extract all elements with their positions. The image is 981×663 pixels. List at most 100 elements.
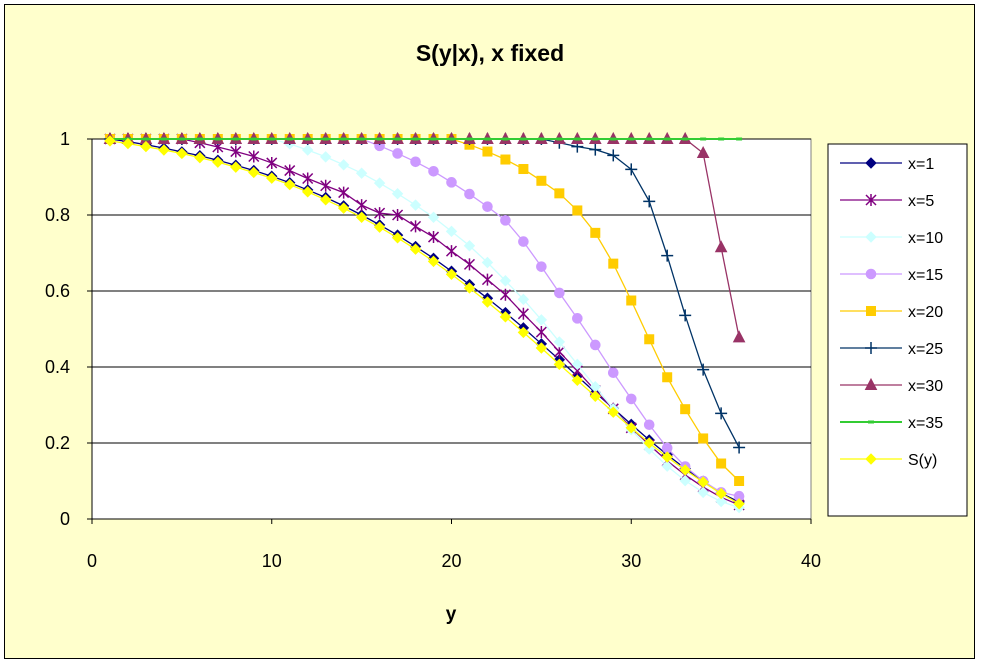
data-point (355, 167, 368, 179)
data-point (302, 172, 314, 185)
data-point (499, 275, 512, 287)
legend-entry: x=20 (840, 304, 943, 321)
data-point (715, 407, 728, 420)
data-point (337, 202, 350, 214)
legend-label: x=20 (908, 304, 943, 321)
data-point (463, 258, 476, 271)
data-point (248, 150, 260, 163)
data-point (625, 393, 637, 405)
y-tick-label: 0.6 (45, 281, 70, 301)
data-point (446, 177, 457, 188)
plot-area (91, 138, 812, 520)
data-point (320, 179, 332, 192)
data-point (590, 227, 601, 238)
data-point (356, 199, 368, 212)
data-point (626, 295, 637, 306)
data-point (733, 498, 745, 510)
data-point (679, 464, 691, 476)
data-point (499, 288, 511, 301)
y-tick-labels: 0 0.2 0.4 0.6 0.8 1 (45, 129, 70, 529)
data-point (464, 188, 475, 200)
data-point (122, 137, 134, 150)
data-point (607, 367, 619, 379)
data-point (571, 358, 584, 371)
legend-entries: x=1 x=5 x=10 x=15 x=20 x=25 x=30 x=35 S(y) (840, 156, 943, 469)
data-point (301, 186, 314, 198)
data-point (445, 268, 458, 280)
data-point (374, 207, 386, 220)
data-point (518, 236, 529, 247)
data-point (589, 143, 602, 156)
data-point (484, 137, 491, 141)
data-point (538, 137, 545, 141)
data-point (340, 137, 347, 141)
data-point (176, 147, 188, 160)
x-tick-label: 20 (441, 551, 461, 571)
legend-entry: S(y) (840, 452, 937, 469)
y-tick-label: 0 (60, 509, 70, 529)
data-point (625, 422, 637, 434)
data-point (196, 137, 203, 141)
legend (827, 143, 968, 517)
data-point (266, 172, 278, 184)
data-point (463, 240, 476, 252)
legend-entry: x=5 (840, 193, 934, 210)
data-point (250, 137, 257, 141)
data-point (682, 137, 689, 141)
data-point (607, 406, 619, 418)
data-point (481, 273, 493, 286)
data-point (391, 232, 404, 244)
data-point (571, 374, 584, 387)
data-point (392, 209, 404, 221)
data-point (592, 137, 599, 141)
data-point (301, 144, 314, 156)
data-point (661, 442, 673, 454)
legend-label: x=1 (908, 156, 934, 173)
legend-marker (866, 306, 876, 316)
y-tick-label: 0.4 (45, 357, 70, 377)
data-point (697, 363, 710, 376)
data-point (427, 255, 440, 268)
data-point (715, 495, 727, 508)
data-point (662, 372, 673, 383)
data-point (466, 137, 473, 141)
data-point (518, 164, 529, 175)
data-point (732, 330, 746, 343)
data-point (430, 137, 437, 141)
data-point (535, 314, 548, 326)
data-point (178, 137, 185, 141)
legend-marker (864, 377, 878, 390)
legend-label: x=25 (908, 341, 943, 358)
data-point (214, 137, 221, 141)
data-point (536, 175, 547, 186)
legend-marker (865, 453, 877, 465)
legend-entry: x=15 (840, 267, 943, 284)
data-point (445, 225, 458, 238)
data-point (248, 166, 260, 179)
data-point (499, 311, 512, 323)
data-point (502, 137, 509, 141)
data-point (338, 186, 350, 199)
data-point (535, 342, 548, 354)
data-point (358, 137, 365, 141)
data-point (608, 258, 619, 269)
data-point (714, 240, 728, 253)
data-point (643, 195, 656, 208)
data-point (410, 156, 421, 168)
data-point (427, 231, 440, 244)
data-point (394, 137, 401, 141)
data-point (718, 137, 725, 141)
data-point (322, 137, 329, 141)
data-point (556, 137, 563, 141)
legend-marker (865, 342, 877, 354)
data-point (661, 249, 674, 262)
legend-label: S(y) (908, 452, 937, 469)
series-S(y) (104, 135, 745, 510)
data-point (697, 476, 709, 488)
data-point (142, 137, 149, 141)
data-point (553, 358, 566, 371)
data-point (409, 199, 422, 211)
data-point (610, 137, 617, 141)
x-tick-label: 40 (801, 551, 821, 571)
